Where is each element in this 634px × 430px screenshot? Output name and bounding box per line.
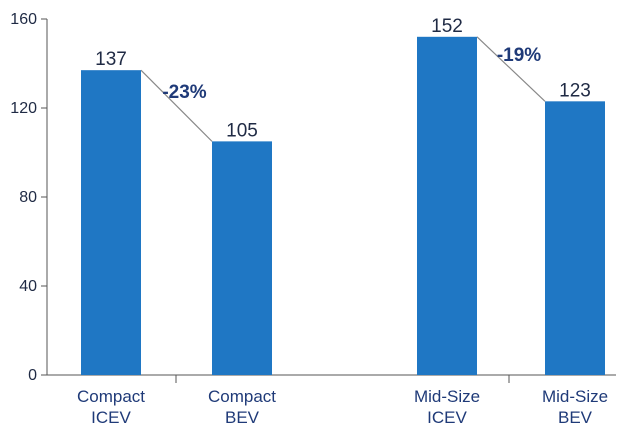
data-label: 123 [559, 80, 591, 101]
labels: 137 Compact ICEV 105 Compact BEV 152 Mid-Size IC… [77, 16, 608, 427]
x-tick-label: Mid-Size [414, 387, 480, 406]
x-tick-label: Compact [77, 387, 145, 406]
y-tick-label: 160 [10, 11, 37, 28]
x-tick-label: Compact [208, 387, 276, 406]
bar [212, 141, 272, 375]
axes: 0 40 80 120 160 [10, 11, 616, 384]
data-label: 152 [431, 16, 463, 37]
x-tick-label: Mid-Size [542, 387, 608, 406]
x-tick-label: BEV [225, 408, 260, 427]
y-tick-label: 0 [28, 367, 37, 384]
bars [81, 36, 605, 376]
bar [545, 101, 605, 375]
data-label: 137 [95, 49, 127, 70]
y-tick-label: 40 [19, 278, 37, 295]
change-connector [140, 69, 213, 142]
y-tick-label: 80 [19, 189, 37, 206]
x-tick-label: ICEV [427, 408, 467, 427]
bar [417, 36, 477, 376]
connectors [140, 36, 546, 142]
x-tick-label: BEV [558, 408, 593, 427]
change-annotation: -23% [162, 82, 206, 103]
change-connector [476, 36, 546, 102]
y-tick-label: 120 [10, 100, 37, 117]
change-annotation: -19% [497, 45, 541, 66]
x-tick-label: ICEV [91, 408, 131, 427]
data-label: 105 [226, 120, 258, 141]
bar [81, 70, 141, 376]
